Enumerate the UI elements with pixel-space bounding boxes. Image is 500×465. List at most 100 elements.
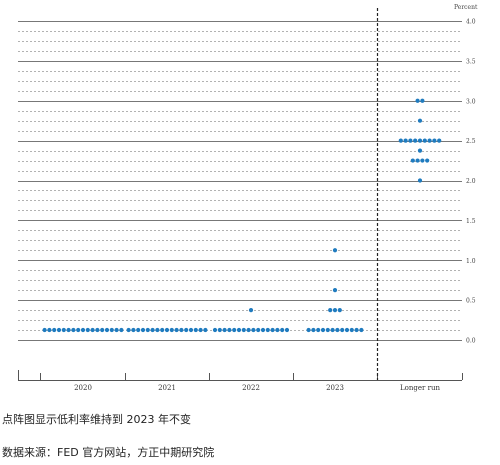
data-point [85,327,90,333]
data-point [136,327,141,333]
data-point [100,327,105,333]
data-point [251,327,256,333]
chart-note: 点阵图显示低利率维持到 2023 年不变 [2,413,191,426]
data-point [95,327,100,333]
y-tick-label: 1.5 [466,218,476,225]
data-point [61,327,66,333]
x-category-label: 2022 [242,384,260,392]
data-point [140,327,146,333]
data-point [403,138,408,143]
data-point [417,148,423,153]
data-point [169,327,174,333]
data-point [325,327,330,333]
source-note: 数据来源：FED 官方网站，方正中期研究院 [2,446,215,459]
data-point [340,327,345,333]
data-point [104,327,110,333]
data-point [71,327,76,333]
data-point [248,307,254,313]
x-category-label: 2023 [326,384,344,392]
data-point [174,327,179,333]
data-point [236,327,242,333]
data-point [52,327,57,333]
data-point [413,138,418,143]
data-point [198,327,203,333]
dot-plot-chart: 0.0 0.5 1.0 1.5 2.0 2.5 3.0 3.5 4.0 Percent 2020 20… [18,4,478,392]
data-point [332,248,338,253]
data-point [246,327,251,333]
data-point [47,327,52,333]
data-point [306,327,311,333]
y-tick-label: 3.5 [466,58,476,65]
data-point [66,327,71,333]
x-category-label: 2021 [158,384,176,392]
data-point [337,307,342,313]
data-point [203,327,208,333]
data-point [398,138,403,143]
y-tick-label: 0.5 [466,298,476,305]
data-point [359,327,364,333]
data-point [212,327,218,333]
y-tick-label: 0.0 [466,338,476,345]
data-point [90,327,95,333]
data-point [145,327,150,333]
data-point [437,138,442,143]
data-point [417,118,423,123]
y-tick-label: 3.0 [466,98,476,105]
data-point [232,327,237,333]
data-point [415,158,420,163]
y-tick-label: 1.0 [466,258,476,265]
data-point [316,327,321,333]
data-point [280,327,285,333]
data-point [417,138,423,143]
data-point [265,327,270,333]
data-point [217,327,222,333]
data-point [354,327,359,333]
y-tick-label: 2.5 [466,138,476,145]
y-tick-label: 2.0 [466,178,476,185]
data-point [420,158,425,163]
data-point [432,138,437,143]
x-category-label: 2020 [74,384,92,392]
data-point [335,327,340,333]
data-point [193,327,198,333]
x-category-label: Longer run [400,384,440,392]
data-point [410,158,415,163]
data-point [311,327,316,333]
data-point [188,327,194,333]
data-point [164,327,170,333]
data-point [332,288,338,293]
data-point [275,327,280,333]
data-point [42,327,47,333]
data-point [320,327,326,333]
data-point [420,98,425,103]
data-point [160,327,165,333]
data-point [344,327,350,333]
data-point [155,327,160,333]
data-point [80,327,86,333]
data-point [408,138,413,143]
data-point [109,327,114,333]
data-point [270,327,275,333]
data-point [328,307,333,313]
data-point [76,327,81,333]
data-point [119,327,124,333]
data-point [427,138,432,143]
data-point [332,307,338,313]
unit-label: Percent [454,4,478,11]
data-point [349,327,354,333]
data-point [126,327,131,333]
data-point [241,327,246,333]
data-point [179,327,184,333]
data-point [260,327,266,333]
data-point [330,327,335,333]
data-point [150,327,155,333]
data-point [422,138,427,143]
data-point [184,327,189,333]
data-point [417,178,423,183]
data-point [415,98,420,103]
data-point [284,327,290,333]
y-tick-label: 4.0 [466,19,476,26]
data-point [227,327,232,333]
data-point [222,327,227,333]
data-point [56,327,62,333]
